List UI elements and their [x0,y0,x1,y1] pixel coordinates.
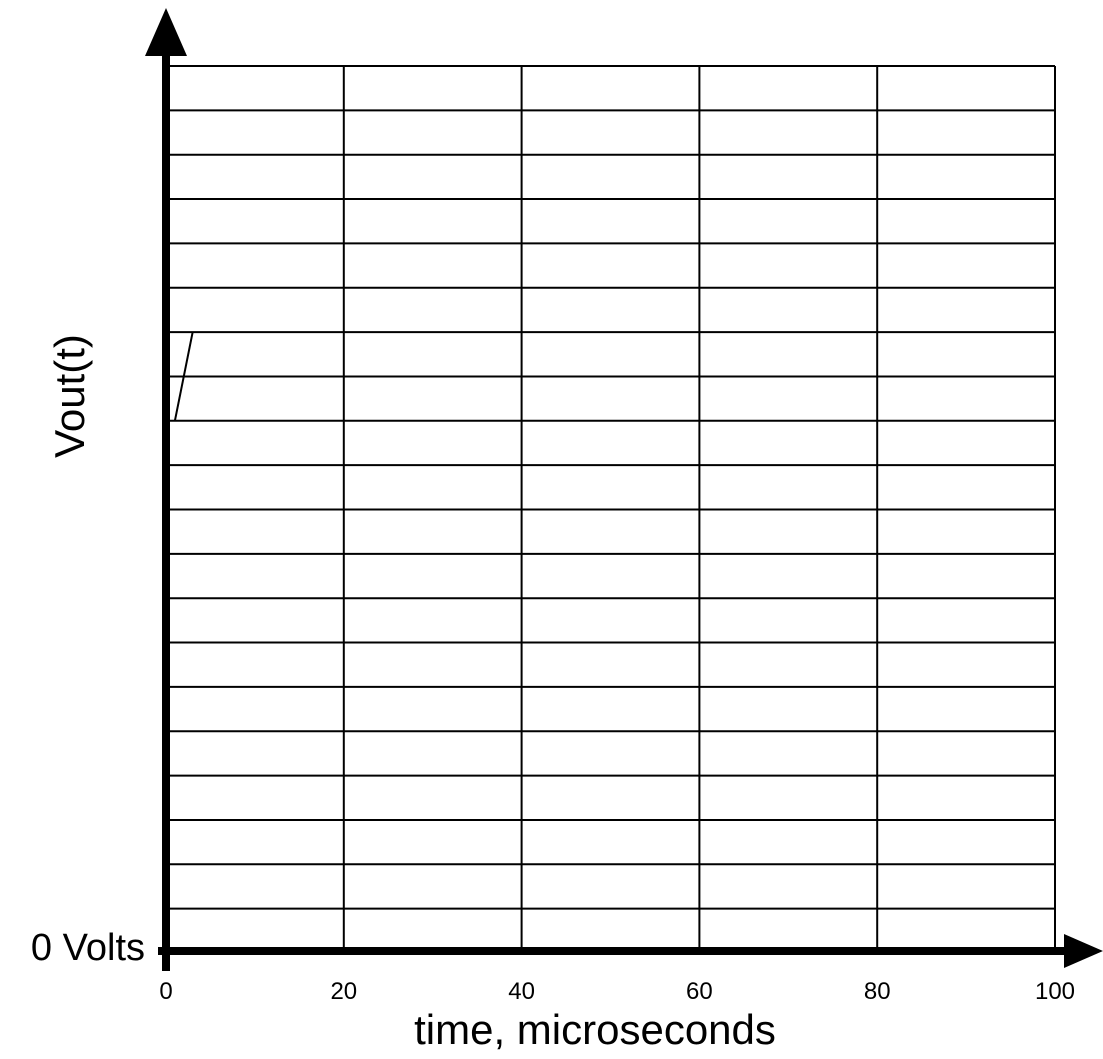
x-tick-label: 20 [330,978,357,1005]
x-tick-label: 40 [508,978,535,1005]
x-tick-labels: 0 20 40 60 80 100 [159,978,1075,1005]
y-axis-arrow [145,8,187,56]
y-axis-label: Vout(t) [46,334,93,458]
series-line [173,331,194,421]
y-origin-label: 0 Volts [31,927,145,969]
x-tick-label: 80 [864,978,891,1005]
x-tick-label: 100 [1035,978,1075,1005]
x-tick-label: 0 [159,978,172,1005]
data-series [173,331,194,421]
axes [145,8,1103,971]
x-tick-label: 60 [686,978,713,1005]
x-axis-label: time, microseconds [414,1006,776,1053]
x-axis-arrow [1064,934,1103,968]
grid [165,65,1056,954]
